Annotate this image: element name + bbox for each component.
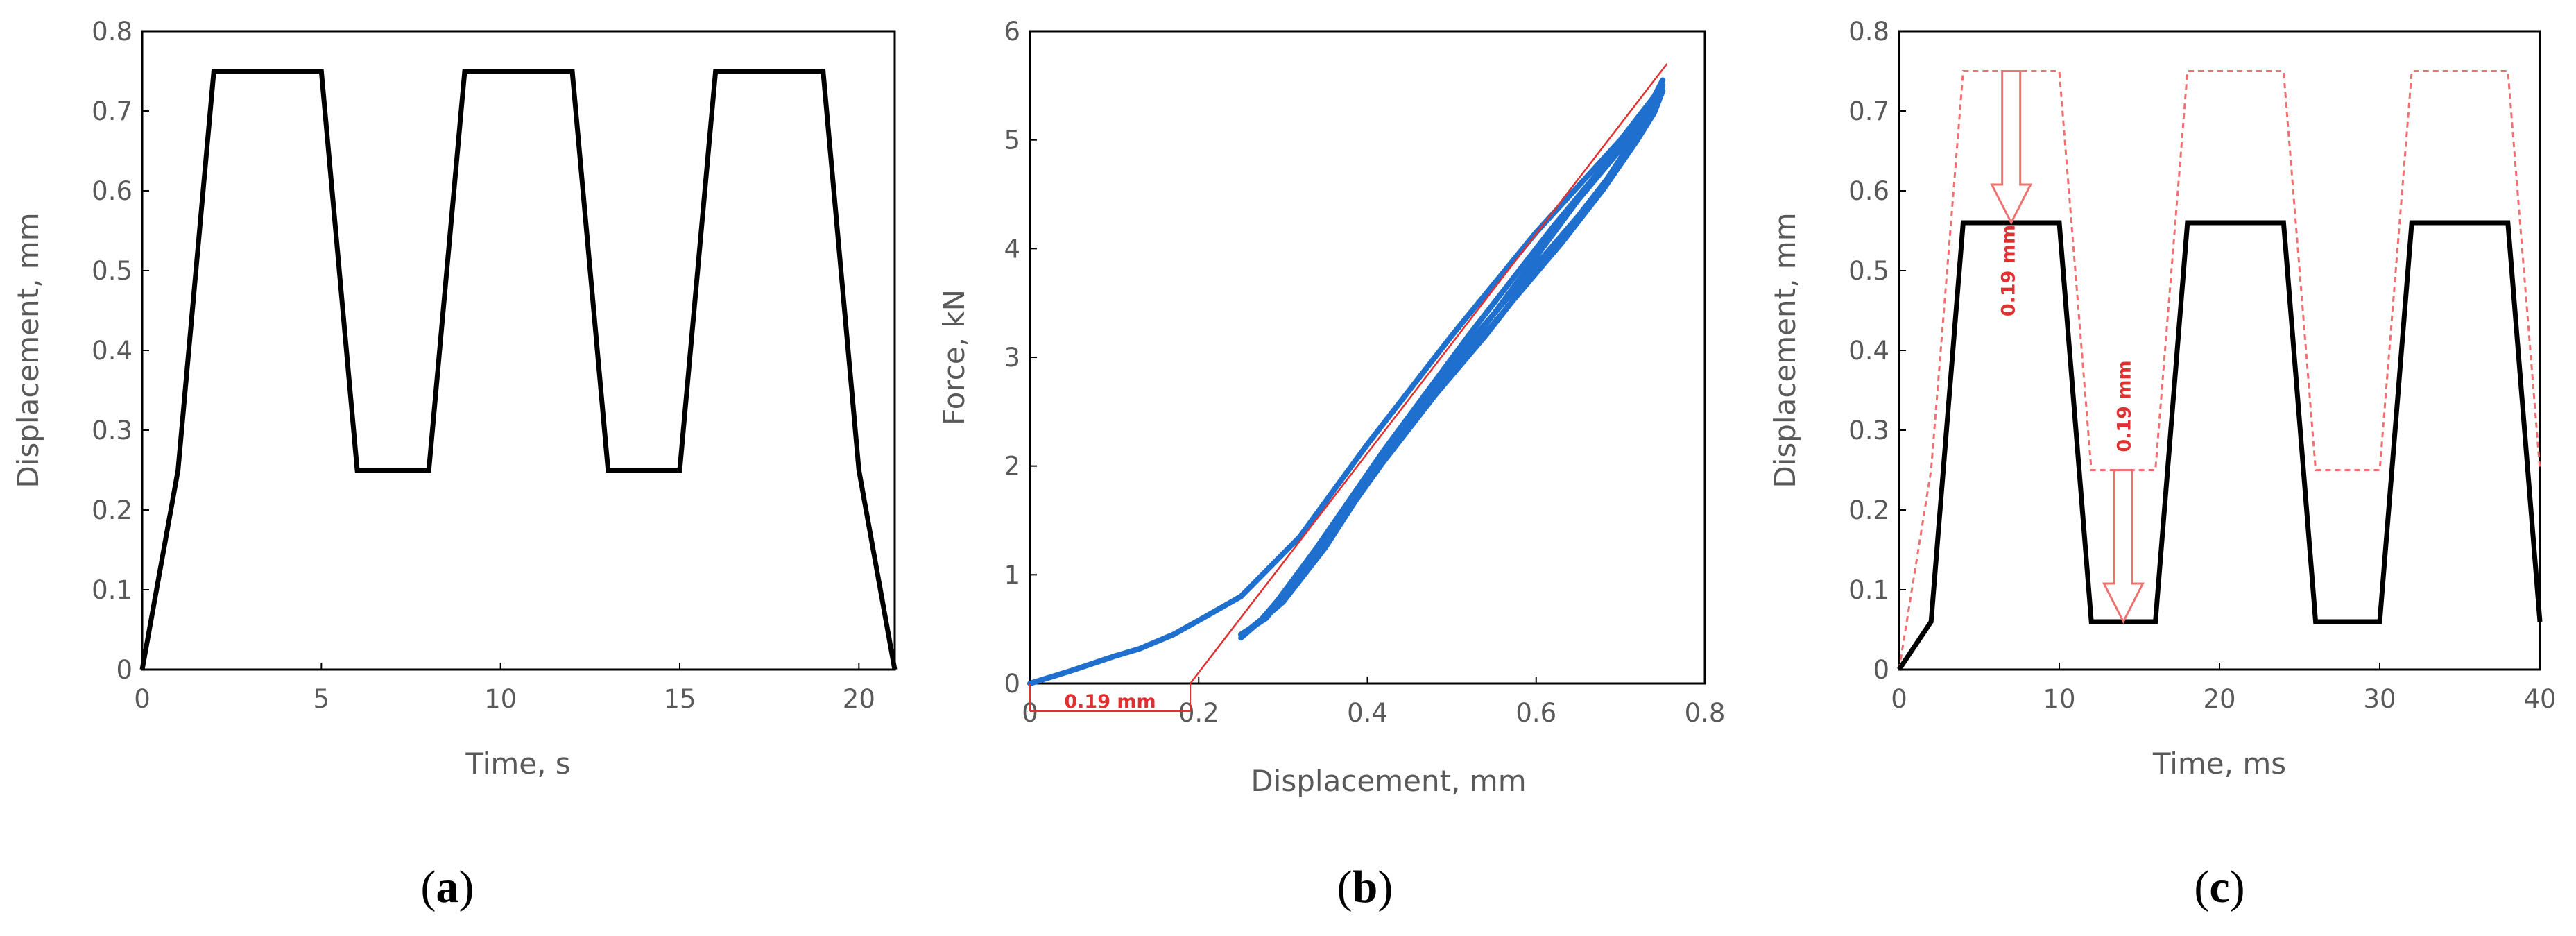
panel-c-annotation-lower: 0.19 mm — [2113, 360, 2135, 452]
panel-c-xaxis-label: Time, ms — [2152, 747, 2286, 781]
panel-a-ytick-label: 0.8 — [92, 17, 132, 46]
panel-a-xaxis-label: Time, s — [465, 747, 570, 781]
panel-c-ytick-label: 0.1 — [1848, 575, 1889, 605]
panel-c-plot-frame — [1898, 30, 2541, 671]
panel-c-chart: 0 0.1 0.2 0.3 0.4 0.5 0.6 0.7 0.8 0 10 20 30 40 Time, … — [1768, 17, 2557, 912]
panel-c-ytick-label: 0.8 — [1848, 17, 1889, 46]
panel-a-ytick-label: 0.3 — [92, 416, 132, 445]
panel-b-yaxis-label: Force, kN — [937, 289, 971, 425]
panel-c-xtick-label: 0 — [1891, 684, 1907, 714]
panel-a-xtick-label: 10 — [484, 684, 517, 714]
panel-b-xtick-label: 0.4 — [1347, 698, 1388, 728]
panel-c-arrow-upper — [1990, 70, 2033, 226]
panel-b-loop-line — [1027, 77, 1666, 686]
panel-c-ytick-label: 0.3 — [1848, 416, 1889, 445]
panel-b-xaxis-label: Displacement, mm — [1251, 764, 1526, 798]
panel-c-xtick-label: 30 — [2363, 684, 2396, 714]
panel-c-yaxis-label: Displacement, mm — [1768, 212, 1802, 488]
panel-a-ytick-label: 0.6 — [92, 176, 132, 206]
panel-a-ytick-label: 0.5 — [92, 256, 132, 286]
panel-a-ytick-label: 0.2 — [92, 495, 132, 525]
panel-a-xtick-label: 15 — [663, 684, 696, 714]
panel-b-loop-line — [1238, 88, 1666, 638]
panel-b-annotation: 0.19 mm — [1064, 691, 1156, 713]
panel-a-caption: (a) — [421, 862, 474, 912]
panel-a-series-line — [139, 69, 898, 670]
panel-c-original-line — [1898, 70, 2541, 670]
panel-b-ytick-label: 1 — [1004, 560, 1020, 590]
panel-c-ytick-label: 0 — [1873, 655, 1889, 685]
panel-b-xtick-label: 0.8 — [1685, 698, 1726, 728]
panel-c-ytick-label: 0.6 — [1848, 176, 1889, 206]
panel-a-xtick-label: 20 — [843, 684, 875, 714]
panel-c-ytick-label: 0.7 — [1848, 96, 1889, 126]
panel-a-ytick-label: 0.7 — [92, 96, 132, 126]
panel-c-xtick-label: 40 — [2523, 684, 2556, 714]
panel-b-xtick-label: 0 — [1022, 698, 1038, 728]
panel-b-fit-line — [1190, 63, 1668, 684]
panel-b-ytick-label: 6 — [1004, 17, 1020, 46]
panel-b-ytick-label: 3 — [1004, 343, 1020, 373]
panel-a-chart: 0 0.1 0.2 0.3 0.4 0.5 0.6 0.7 0.8 0 5 10 15 20 Time, s… — [11, 17, 898, 912]
panel-b-caption: (b) — [1337, 862, 1393, 912]
panel-b-xtick-label: 0.6 — [1515, 698, 1556, 728]
panel-b-ytick-label: 2 — [1004, 452, 1020, 482]
panel-b-plot-frame — [1029, 30, 1706, 685]
panel-b-ytick-label: 5 — [1004, 126, 1020, 155]
panel-c-ytick-label: 0.2 — [1848, 495, 1889, 525]
panel-a-xtick-label: 0 — [134, 684, 151, 714]
panel-c-annotation-upper: 0.19 mm — [1998, 225, 2020, 316]
panel-a-ytick-label: 0.1 — [92, 575, 132, 605]
panel-a-plot-frame — [141, 30, 896, 671]
panel-c-xtick-label: 20 — [2203, 684, 2235, 714]
panel-c-ytick-label: 0.4 — [1848, 336, 1889, 366]
panel-a-ytick-label: 0 — [116, 655, 132, 685]
panel-c-applied-line — [1897, 220, 2543, 671]
panel-b-chart: 0 1 2 3 4 5 6 0 0.2 0.4 0.6 0.8 Displacement, mm Forc… — [937, 17, 1725, 912]
panel-b-ytick-label: 4 — [1004, 234, 1020, 264]
panel-c-arrow-lower — [2102, 469, 2145, 624]
panel-c-xtick-label: 10 — [2043, 684, 2075, 714]
panel-b-xtick-label: 0.2 — [1178, 698, 1219, 728]
panel-c-caption: (c) — [2194, 862, 2244, 912]
panel-a-yaxis-label: Displacement, mm — [11, 212, 45, 488]
panel-a-ytick-label: 0.4 — [92, 336, 132, 366]
panel-b-ytick-label: 0 — [1004, 669, 1020, 699]
panel-c-ytick-label: 0.5 — [1848, 256, 1889, 286]
panel-a-xtick-label: 5 — [314, 684, 330, 714]
